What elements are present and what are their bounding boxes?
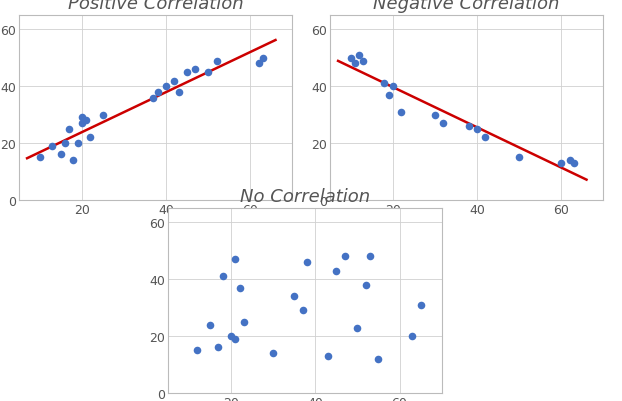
Point [415, 302, 425, 308]
Point [556, 160, 566, 167]
Point [254, 61, 264, 67]
Point [463, 124, 473, 130]
Point [182, 70, 192, 76]
Point [430, 112, 440, 119]
Point [68, 158, 78, 164]
Point [358, 58, 368, 65]
Point [353, 324, 363, 331]
Point [289, 293, 299, 300]
Point [98, 112, 108, 119]
Point [569, 160, 579, 167]
Point [81, 118, 91, 124]
Point [77, 121, 87, 127]
Title: Positive Correlation: Positive Correlation [68, 0, 243, 13]
Point [396, 109, 406, 116]
Point [190, 67, 200, 73]
Point [239, 319, 249, 325]
Point [379, 81, 389, 87]
Point [230, 256, 240, 263]
Point [73, 140, 83, 147]
Point [439, 121, 448, 127]
Point [56, 152, 66, 158]
Point [205, 322, 215, 328]
Point [211, 58, 221, 65]
Point [203, 70, 213, 76]
Point [340, 253, 350, 260]
Point [407, 333, 417, 339]
Point [230, 336, 240, 342]
Point [77, 115, 87, 122]
Point [302, 259, 312, 265]
Title: Negative Correlation: Negative Correlation [373, 0, 560, 13]
Point [332, 268, 341, 274]
Point [234, 285, 244, 291]
Point [85, 135, 95, 141]
Point [350, 61, 360, 67]
Point [480, 135, 490, 141]
Title: No Correlation: No Correlation [239, 188, 370, 206]
Point [298, 308, 308, 314]
Point [323, 353, 333, 359]
Point [226, 333, 236, 339]
Point [472, 126, 482, 133]
Point [64, 126, 74, 133]
Point [169, 78, 179, 85]
Point [361, 282, 371, 288]
Point [354, 53, 364, 59]
Point [388, 84, 398, 90]
Point [514, 155, 524, 161]
Point [35, 155, 45, 161]
Point [149, 95, 159, 101]
Point [258, 55, 268, 62]
Point [60, 140, 70, 147]
Point [213, 344, 223, 351]
Point [565, 158, 575, 164]
Point [218, 273, 228, 280]
Point [152, 89, 162, 96]
Point [174, 89, 183, 96]
Point [161, 84, 171, 90]
Point [268, 350, 278, 356]
Point [47, 144, 57, 150]
Point [365, 253, 375, 260]
Point [346, 55, 356, 62]
Point [373, 356, 383, 362]
Point [192, 347, 202, 354]
Point [384, 92, 394, 99]
